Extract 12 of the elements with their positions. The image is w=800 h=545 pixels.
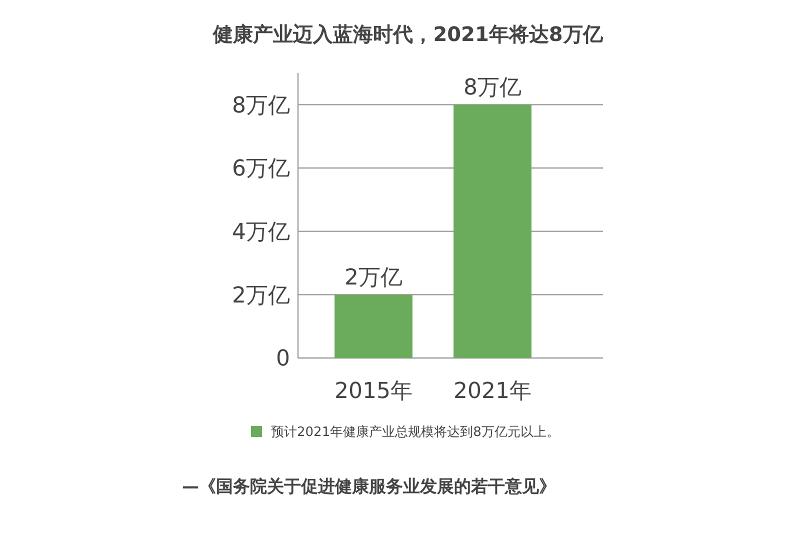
y-tick-label: 4万亿 [232, 220, 290, 246]
y-tick-label: 2万亿 [232, 283, 290, 308]
y-tick-label: 6万亿 [232, 156, 290, 182]
y-tick-label: 0 [276, 346, 290, 372]
y-tick-label: 8万亿 [232, 93, 290, 118]
x-tick-label: 2015年 [334, 379, 412, 404]
data-label: 8万亿 [464, 76, 522, 101]
legend-label: 预计2021年健康产业总规模将达到8万亿元以上。 [271, 425, 560, 440]
data-label: 2万亿 [344, 266, 402, 291]
x-tick-label: 2021年 [454, 379, 532, 404]
text: —《国务院关于促进健康服务业发展的若干意见》 [182, 477, 556, 497]
chart-title: 健康产业迈入蓝海时代，2021年将达8万亿 [212, 22, 604, 46]
